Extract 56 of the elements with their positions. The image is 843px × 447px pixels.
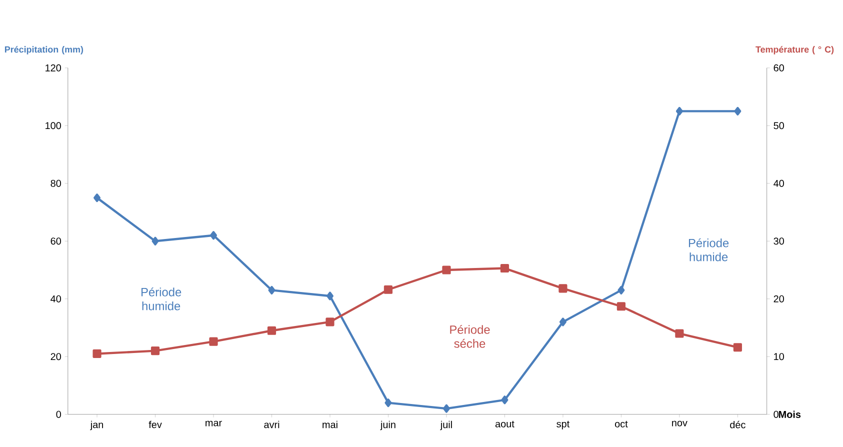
y-tick-label: 0: [56, 410, 62, 418]
x-tick-label: nov: [672, 420, 688, 426]
x-tick-label: déc: [730, 420, 746, 428]
x-tick-label: juin: [380, 420, 396, 430]
x-tick-label: oct: [614, 420, 628, 428]
x-tick-label: juil: [440, 420, 452, 430]
x-axis-title: Mois: [778, 410, 801, 418]
point: [326, 292, 334, 300]
point: [384, 285, 393, 294]
point: [616, 302, 626, 311]
point: [442, 266, 451, 274]
point: [442, 404, 450, 413]
y2-tick-label: 40: [774, 180, 784, 187]
y2-tick-label: 0: [774, 410, 778, 418]
point: [618, 286, 625, 294]
x-tick-label: fev: [148, 420, 162, 428]
y2-tick-label: 20: [774, 295, 784, 302]
x-tick-label: aout: [495, 420, 514, 428]
point: [384, 398, 392, 407]
y2-tick-label: 60: [774, 64, 784, 72]
point: [209, 337, 218, 346]
x-tick-label: mai: [322, 420, 338, 428]
point: [152, 236, 159, 246]
point: [267, 326, 276, 335]
point: [558, 284, 568, 293]
y2-tick-label: 50: [774, 122, 784, 130]
point: [326, 318, 334, 326]
point: [676, 106, 683, 116]
point: [733, 342, 742, 352]
point: [92, 349, 102, 358]
x-tick-label: mar: [206, 420, 222, 426]
point: [268, 286, 276, 294]
point: [501, 395, 508, 404]
annotation: Période séche: [450, 324, 490, 348]
y-axis-title: Précipitation (mm): [4, 46, 84, 54]
y-tick-label: 80: [50, 180, 61, 187]
annotation: Période humide: [688, 238, 729, 262]
y2-tick-label: 30: [774, 237, 784, 244]
y-tick-label: 40: [50, 295, 61, 302]
point: [150, 346, 160, 355]
y-tick-label: 120: [46, 64, 61, 72]
point: [94, 193, 101, 202]
annotation: Période humide: [141, 287, 182, 310]
point: [675, 329, 684, 338]
point: [210, 230, 217, 240]
y-tick-label: 60: [50, 237, 61, 244]
y-tick-label: 100: [46, 122, 61, 130]
y2-tick-label: 10: [774, 352, 784, 360]
x-tick-label: jan: [90, 420, 103, 430]
point: [559, 318, 566, 326]
x-tick-label: avri: [264, 420, 280, 428]
point: [500, 264, 510, 272]
point: [734, 106, 742, 116]
y2-axis-title: Température ( ° C): [756, 46, 834, 54]
x-tick-label: spt: [556, 420, 570, 430]
y-tick-label: 20: [50, 352, 61, 360]
